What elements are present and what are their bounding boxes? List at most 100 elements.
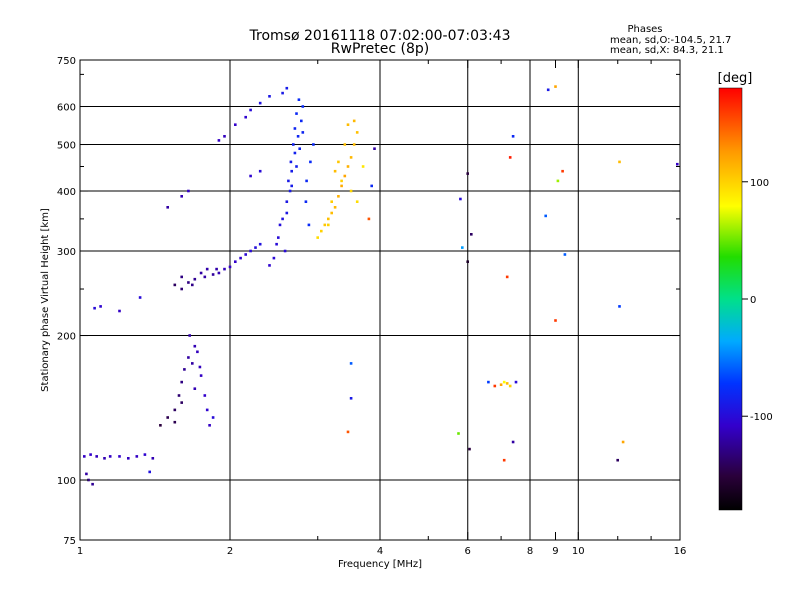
data-point	[180, 287, 183, 291]
data-point	[340, 179, 343, 183]
data-point	[459, 197, 462, 201]
data-point	[198, 365, 202, 369]
data-point	[346, 430, 350, 434]
x-axis-label: Frequency [MHz]	[338, 559, 422, 570]
data-point	[205, 267, 209, 271]
data-point	[288, 189, 292, 193]
x-tick-label: 8	[527, 546, 533, 557]
data-point	[89, 453, 92, 456]
data-point	[166, 416, 169, 419]
data-point	[301, 131, 305, 134]
data-point	[346, 123, 350, 126]
data-point	[215, 267, 218, 271]
data-point	[268, 264, 271, 267]
y-tick-label: 75	[63, 536, 76, 547]
data-point	[300, 119, 303, 123]
data-point	[148, 470, 151, 474]
x-tick-label: 6	[465, 546, 471, 557]
x-tick-label: 16	[674, 546, 687, 557]
data-point	[327, 217, 330, 221]
data-point	[244, 115, 247, 119]
chart-title: Tromsø 20161118 07:02:00-07:03:43	[249, 28, 511, 44]
data-point	[285, 200, 289, 203]
data-point	[199, 271, 203, 275]
y-axis-label: Stationary phase Virtual Height [km]	[40, 208, 51, 392]
colorbar-ticks: 100 0 -100	[742, 178, 773, 423]
data-point	[193, 387, 197, 390]
data-point	[337, 195, 340, 198]
data-point	[505, 275, 509, 279]
data-point	[138, 296, 142, 299]
data-point	[561, 169, 564, 173]
data-point	[370, 184, 373, 188]
data-point	[183, 368, 186, 371]
data-point	[295, 112, 298, 115]
data-point	[277, 236, 280, 239]
data-point	[166, 206, 169, 209]
data-point	[297, 98, 301, 101]
data-point	[352, 143, 356, 146]
data-point	[91, 482, 94, 486]
data-point	[505, 382, 509, 385]
data-point	[281, 91, 284, 95]
x-tick-label: 2	[227, 546, 233, 557]
data-point	[272, 256, 276, 260]
data-point	[234, 123, 237, 126]
data-point	[196, 350, 199, 354]
data-point	[118, 309, 121, 313]
data-point	[544, 214, 547, 218]
data-point	[502, 380, 506, 384]
data-point	[283, 249, 287, 253]
y-tick-label: 100	[57, 476, 76, 487]
data-point	[211, 273, 215, 276]
data-point	[173, 283, 177, 287]
data-point	[208, 424, 211, 427]
data-point	[295, 165, 298, 168]
data-point	[616, 458, 619, 462]
data-point	[333, 206, 337, 209]
data-point	[493, 384, 497, 388]
stats-line-x: mean, sd,X: 84.3, 21.1	[610, 45, 724, 56]
data-point	[188, 334, 191, 337]
data-point	[223, 135, 226, 138]
data-point	[95, 455, 98, 458]
x-tick-label: 9	[552, 546, 558, 557]
data-point	[135, 455, 139, 458]
data-point	[470, 233, 473, 236]
data-point	[180, 401, 183, 404]
data-point	[199, 374, 203, 377]
y-tick-label: 400	[57, 187, 76, 198]
x-tick-label: 10	[572, 546, 585, 557]
data-point	[205, 408, 209, 412]
data-point	[618, 305, 621, 308]
stats-line-o: mean, sd,O:-104.5, 21.7	[610, 35, 731, 46]
data-point	[99, 305, 102, 308]
data-point	[466, 260, 469, 263]
data-point	[103, 457, 106, 460]
data-point	[254, 246, 257, 249]
data-point	[118, 455, 121, 458]
data-point	[301, 105, 305, 108]
y-tick-label: 500	[57, 141, 76, 152]
data-point	[127, 457, 130, 460]
data-point	[621, 440, 625, 444]
scatter-points	[83, 85, 679, 486]
data-point	[556, 179, 560, 183]
data-point	[554, 85, 557, 88]
data-point	[457, 432, 460, 435]
data-point	[343, 174, 347, 178]
data-point	[373, 147, 376, 150]
data-point	[563, 253, 567, 256]
data-point	[249, 249, 252, 253]
data-point	[244, 253, 247, 256]
data-point	[268, 95, 271, 98]
data-point	[177, 394, 181, 397]
data-point	[187, 356, 190, 359]
data-point	[223, 267, 226, 271]
data-point	[203, 394, 207, 397]
data-point	[285, 86, 289, 90]
data-point	[293, 127, 297, 130]
data-point	[159, 424, 162, 427]
data-point	[287, 179, 290, 183]
data-point	[180, 195, 183, 198]
